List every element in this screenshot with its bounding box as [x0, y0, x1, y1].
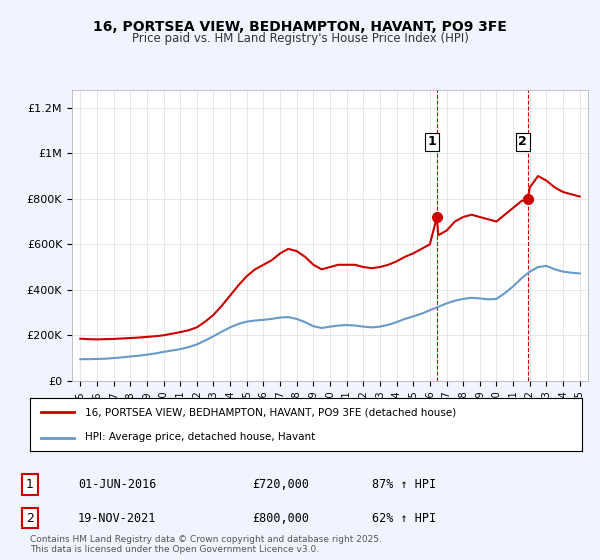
- Text: £720,000: £720,000: [252, 478, 309, 491]
- Text: 16, PORTSEA VIEW, BEDHAMPTON, HAVANT, PO9 3FE (detached house): 16, PORTSEA VIEW, BEDHAMPTON, HAVANT, PO…: [85, 408, 457, 418]
- Text: 87% ↑ HPI: 87% ↑ HPI: [372, 478, 436, 491]
- Text: 2: 2: [26, 511, 34, 525]
- Text: 01-JUN-2016: 01-JUN-2016: [78, 478, 157, 491]
- Text: HPI: Average price, detached house, Havant: HPI: Average price, detached house, Hava…: [85, 432, 316, 442]
- Text: £800,000: £800,000: [252, 511, 309, 525]
- Text: Contains HM Land Registry data © Crown copyright and database right 2025.
This d: Contains HM Land Registry data © Crown c…: [30, 535, 382, 554]
- Text: 1: 1: [26, 478, 34, 491]
- Text: 62% ↑ HPI: 62% ↑ HPI: [372, 511, 436, 525]
- Text: 2: 2: [518, 136, 527, 148]
- Text: 16, PORTSEA VIEW, BEDHAMPTON, HAVANT, PO9 3FE: 16, PORTSEA VIEW, BEDHAMPTON, HAVANT, PO…: [93, 20, 507, 34]
- Text: 1: 1: [427, 136, 436, 148]
- Text: 19-NOV-2021: 19-NOV-2021: [78, 511, 157, 525]
- Text: Price paid vs. HM Land Registry's House Price Index (HPI): Price paid vs. HM Land Registry's House …: [131, 32, 469, 45]
